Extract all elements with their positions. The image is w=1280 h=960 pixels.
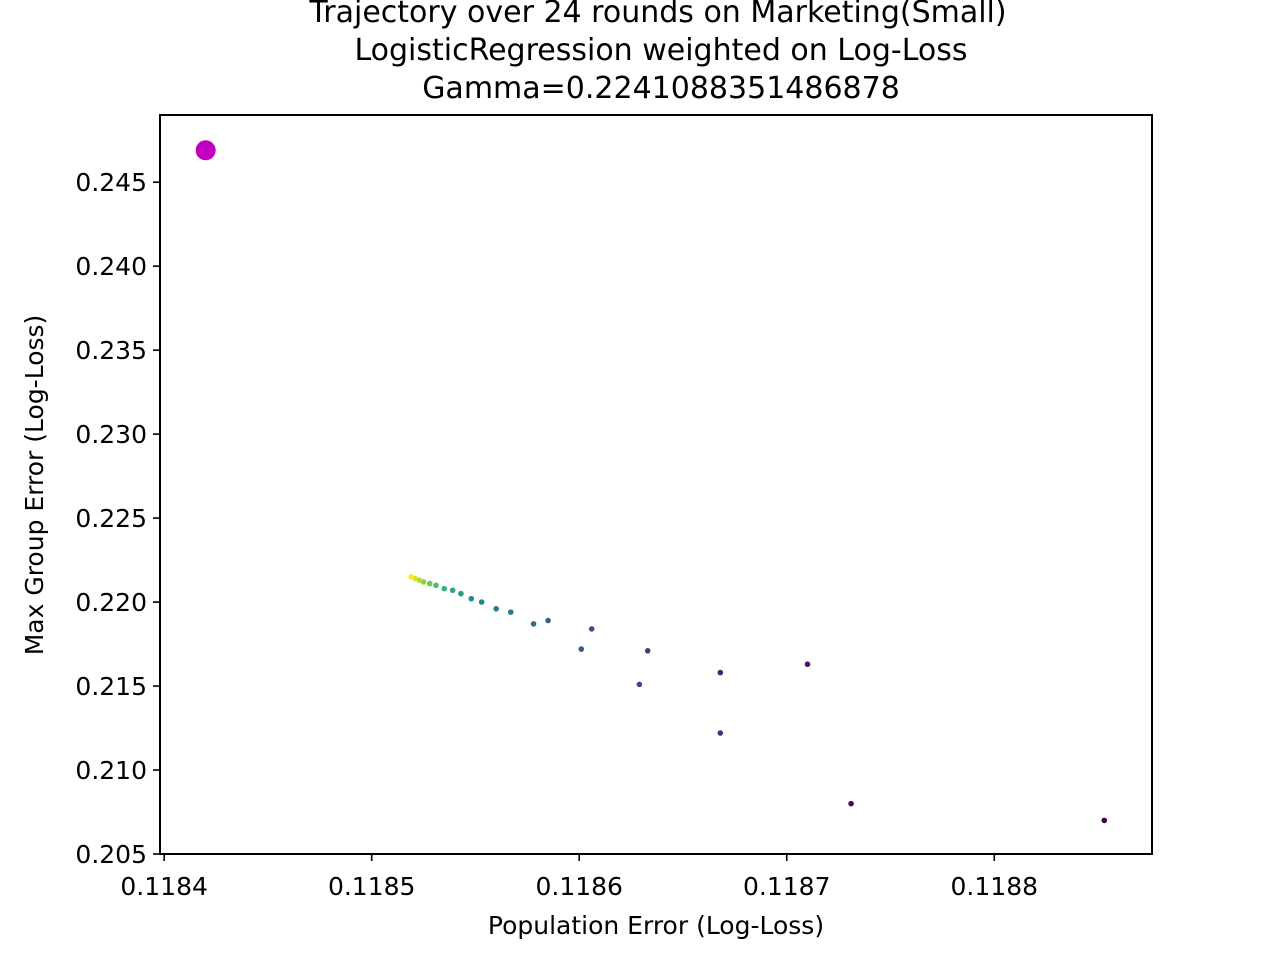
trajectory-point bbox=[848, 800, 854, 807]
plot-area-frame bbox=[159, 114, 1153, 855]
trajectory-point bbox=[468, 595, 475, 602]
title-line-1: Trajectory over 24 rounds on Marketing(S… bbox=[308, 0, 1006, 30]
y-tick-label: 0.230 bbox=[75, 420, 147, 449]
y-tick-label: 0.215 bbox=[75, 672, 147, 701]
trajectory-point bbox=[578, 646, 585, 652]
chart-title: Trajectory over 24 rounds on Marketing(S… bbox=[308, 0, 1006, 106]
y-tick-label: 0.220 bbox=[75, 588, 147, 617]
y-tick-label: 0.225 bbox=[75, 504, 147, 533]
data-points bbox=[195, 140, 1108, 824]
highlight-point bbox=[195, 140, 216, 161]
trajectory-point bbox=[1101, 817, 1108, 824]
title-line-3: Gamma=0.2241088351486878 bbox=[422, 71, 900, 106]
x-tick-label: 0.1185 bbox=[328, 872, 415, 901]
trajectory-point bbox=[636, 681, 643, 688]
x-tick-label: 0.1184 bbox=[120, 872, 207, 901]
y-tick-label: 0.205 bbox=[75, 840, 147, 869]
x-tick-label: 0.1188 bbox=[951, 872, 1038, 901]
x-tick-label: 0.1186 bbox=[535, 872, 622, 901]
trajectory-point bbox=[426, 580, 433, 587]
trajectory-point bbox=[478, 599, 485, 605]
trajectory-point bbox=[493, 605, 500, 612]
trajectory-point bbox=[644, 647, 651, 654]
trajectory-point bbox=[449, 587, 456, 594]
y-axis-label: Max Group Error (Log-Loss) bbox=[20, 315, 49, 656]
y-axis: 0.205 0.210 0.215 0.220 0.225 0.230 0.235 0.240… bbox=[75, 168, 160, 869]
y-tick-label: 0.235 bbox=[75, 336, 147, 365]
trajectory-point bbox=[717, 730, 724, 736]
x-axis-label: Population Error (Log-Loss) bbox=[488, 911, 824, 940]
trajectory-point bbox=[507, 609, 514, 615]
trajectory-point bbox=[804, 661, 811, 668]
y-tick-label: 0.240 bbox=[75, 252, 147, 281]
trajectory-point bbox=[441, 585, 448, 592]
y-tick-label: 0.210 bbox=[75, 756, 147, 785]
trajectory-point bbox=[530, 621, 537, 627]
title-line-2: LogisticRegression weighted on Log-Loss bbox=[354, 33, 967, 68]
y-tick-label: 0.245 bbox=[75, 168, 147, 197]
trajectory-point bbox=[588, 626, 595, 632]
x-tick-label: 0.1187 bbox=[743, 872, 830, 901]
trajectory-point bbox=[433, 582, 439, 589]
x-axis: 0.1184 0.1185 0.1186 0.1187 0.1188 bbox=[120, 854, 1038, 901]
trajectory-point bbox=[458, 590, 464, 597]
trajectory-point bbox=[545, 617, 551, 624]
trajectory-point bbox=[717, 669, 724, 676]
trajectory-point bbox=[408, 574, 414, 580]
